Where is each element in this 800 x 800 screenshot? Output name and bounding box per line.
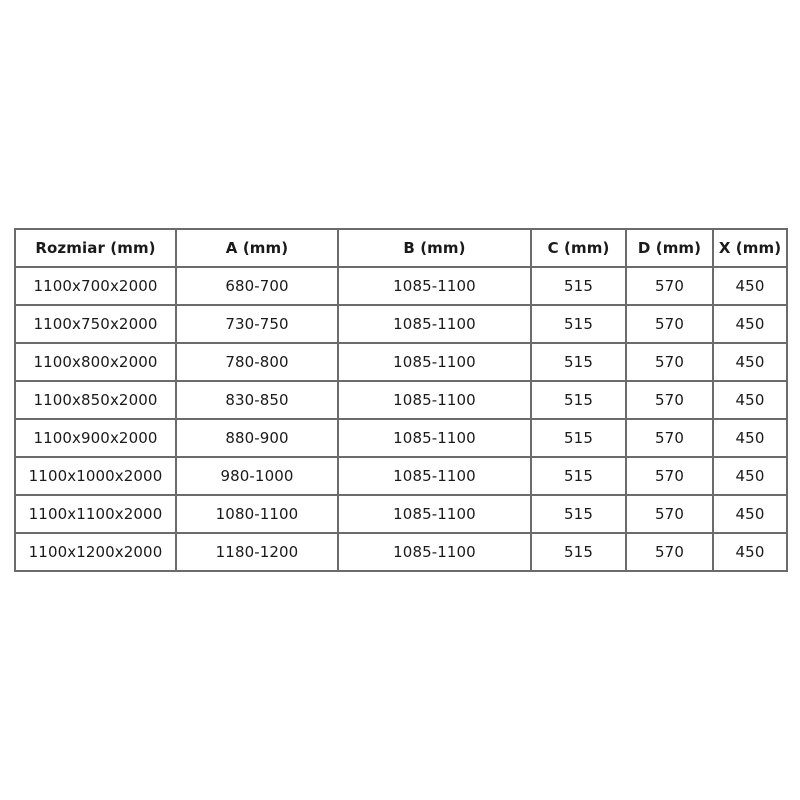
cell-d: 570 [625, 342, 714, 382]
cell-a: 880-900 [175, 418, 339, 458]
table-row: 1100x850x2000 830-850 1085-1100 515 570 … [14, 380, 788, 420]
cell-a: 830-850 [175, 380, 339, 420]
cell-c: 515 [530, 266, 627, 306]
cell-size: 1100x1000x2000 [14, 456, 177, 496]
cell-size: 1100x700x2000 [14, 266, 177, 306]
cell-b: 1085-1100 [337, 380, 532, 420]
cell-a: 780-800 [175, 342, 339, 382]
specification-table-container: Rozmiar (mm) A (mm) B (mm) C (mm) D (mm)… [14, 228, 788, 572]
cell-size: 1100x1100x2000 [14, 494, 177, 534]
cell-c: 515 [530, 494, 627, 534]
cell-size: 1100x900x2000 [14, 418, 177, 458]
cell-d: 570 [625, 494, 714, 534]
cell-x: 450 [712, 380, 788, 420]
cell-d: 570 [625, 532, 714, 572]
table-row: 1100x900x2000 880-900 1085-1100 515 570 … [14, 418, 788, 458]
cell-size: 1100x800x2000 [14, 342, 177, 382]
cell-c: 515 [530, 304, 627, 344]
cell-c: 515 [530, 418, 627, 458]
cell-b: 1085-1100 [337, 418, 532, 458]
cell-b: 1085-1100 [337, 342, 532, 382]
cell-a: 680-700 [175, 266, 339, 306]
cell-size: 1100x750x2000 [14, 304, 177, 344]
column-header-size: Rozmiar (mm) [14, 228, 177, 268]
cell-c: 515 [530, 456, 627, 496]
cell-d: 570 [625, 418, 714, 458]
cell-d: 570 [625, 304, 714, 344]
cell-b: 1085-1100 [337, 266, 532, 306]
table-row: 1100x1200x2000 1180-1200 1085-1100 515 5… [14, 532, 788, 572]
cell-x: 450 [712, 532, 788, 572]
table-body: 1100x700x2000 680-700 1085-1100 515 570 … [14, 266, 788, 572]
column-header-b: B (mm) [337, 228, 532, 268]
cell-x: 450 [712, 456, 788, 496]
cell-b: 1085-1100 [337, 456, 532, 496]
cell-a: 980-1000 [175, 456, 339, 496]
column-header-d: D (mm) [625, 228, 714, 268]
cell-d: 570 [625, 456, 714, 496]
table-row: 1100x750x2000 730-750 1085-1100 515 570 … [14, 304, 788, 344]
table-row: 1100x1100x2000 1080-1100 1085-1100 515 5… [14, 494, 788, 534]
cell-x: 450 [712, 494, 788, 534]
cell-size: 1100x1200x2000 [14, 532, 177, 572]
cell-d: 570 [625, 266, 714, 306]
cell-c: 515 [530, 532, 627, 572]
column-header-x: X (mm) [712, 228, 788, 268]
table-row: 1100x1000x2000 980-1000 1085-1100 515 57… [14, 456, 788, 496]
cell-a: 1180-1200 [175, 532, 339, 572]
table-row: 1100x700x2000 680-700 1085-1100 515 570 … [14, 266, 788, 306]
cell-b: 1085-1100 [337, 532, 532, 572]
cell-c: 515 [530, 380, 627, 420]
cell-a: 730-750 [175, 304, 339, 344]
cell-x: 450 [712, 304, 788, 344]
cell-a: 1080-1100 [175, 494, 339, 534]
cell-c: 515 [530, 342, 627, 382]
cell-size: 1100x850x2000 [14, 380, 177, 420]
cell-x: 450 [712, 418, 788, 458]
cell-b: 1085-1100 [337, 304, 532, 344]
cell-b: 1085-1100 [337, 494, 532, 534]
column-header-a: A (mm) [175, 228, 339, 268]
column-header-c: C (mm) [530, 228, 627, 268]
cell-x: 450 [712, 266, 788, 306]
table-header-row: Rozmiar (mm) A (mm) B (mm) C (mm) D (mm)… [14, 228, 788, 268]
table-row: 1100x800x2000 780-800 1085-1100 515 570 … [14, 342, 788, 382]
cell-x: 450 [712, 342, 788, 382]
size-specification-table: Rozmiar (mm) A (mm) B (mm) C (mm) D (mm)… [14, 228, 788, 572]
cell-d: 570 [625, 380, 714, 420]
